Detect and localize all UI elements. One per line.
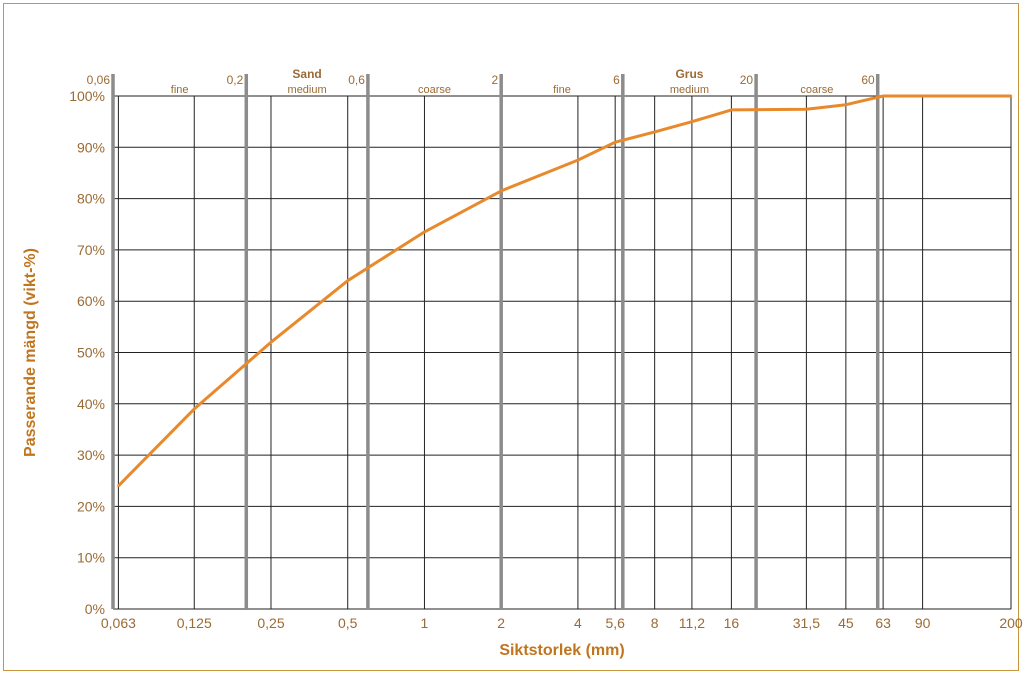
data-point [499,189,503,193]
data-point [576,158,580,162]
fraction-boundaries [111,74,880,609]
fraction-group-heading: Sand [292,67,321,81]
y-tick-label: 60% [77,293,105,309]
y-tick-label: 70% [77,242,105,258]
x-tick-label: 0,063 [101,615,136,631]
fraction-group-heading: Grus [675,67,703,81]
y-tick-label: 80% [77,191,105,207]
data-point [117,484,120,488]
series [117,94,1013,488]
fraction-boundary-label: 2 [492,73,499,87]
data-point [690,120,694,123]
grid [112,95,1012,610]
fraction-band-label: fine [171,84,189,96]
fraction-boundary-label: 60 [861,73,875,87]
fraction-band-label: medium [670,84,709,96]
fraction-boundary-label: 0,2 [227,73,244,87]
fraction-boundary-label: 20 [740,73,754,87]
x-tick-label: 45 [838,615,854,631]
fraction-boundary-label: 0,06 [87,73,111,87]
fraction-boundary-label: 6 [613,73,620,87]
x-tick-label: 4 [574,615,582,631]
fraction-boundary-label: 0,6 [348,73,365,87]
x-tick-label: 0,25 [257,615,284,631]
chart-frame [3,3,1019,671]
data-point [844,103,848,106]
data-point [653,130,656,134]
fraction-band-label: coarse [800,84,833,96]
x-axis-title: Siktstorlek (mm) [499,642,624,659]
y-tick-label: 50% [77,345,105,361]
y-tick-label: 40% [77,396,105,412]
data-point [346,279,349,282]
y-tick-label: 0% [85,601,105,617]
data-point [193,407,196,411]
data-point [805,108,808,111]
x-tick-label: 8 [651,615,659,631]
x-tick-label: 200 [999,615,1023,631]
data-point [921,94,924,98]
x-tick-label: 31,5 [793,615,820,631]
fraction-band-label: coarse [418,84,451,96]
y-tick-label: 30% [77,447,105,463]
data-point [613,140,617,144]
y-tick-label: 90% [77,139,105,155]
fraction-band-labels: 0,06 0,2 0,6 2 6 20 60 fine medium Sand coarse fine… [87,67,875,96]
x-tick-labels: 0,063 0,125 0,25 0,5 1 2 4 5,6 8 11,2 16 31,5 45 63 90… [101,615,1023,631]
x-tick-label: 1 [421,615,429,631]
data-point [423,230,426,234]
x-tick-label: 0,125 [177,615,212,631]
y-tick-label: 10% [77,550,105,566]
x-tick-label: 2 [497,615,505,631]
x-tick-label: 11,2 [679,615,705,631]
y-tick-label: 100% [69,88,105,104]
y-tick-label: 20% [77,498,105,514]
x-tick-label: 63 [875,615,891,631]
data-point [1009,94,1013,98]
fraction-band-label: fine [553,84,571,96]
data-point [269,341,273,344]
y-axis-title: Passerande mängd (vikt-%) [22,248,39,457]
fraction-band-label: medium [288,84,327,96]
x-tick-label: 90 [915,615,931,631]
grading-curve-line [117,94,1011,487]
y-tick-labels: 0% 10% 20% 30% 40% 50% 60% 70% 80% 90% 100% [69,88,105,617]
x-tick-label: 0,5 [338,615,358,631]
data-point [881,94,885,98]
x-tick-label: 5,6 [605,615,625,631]
data-point [730,108,733,112]
x-tick-label: 16 [724,615,740,631]
